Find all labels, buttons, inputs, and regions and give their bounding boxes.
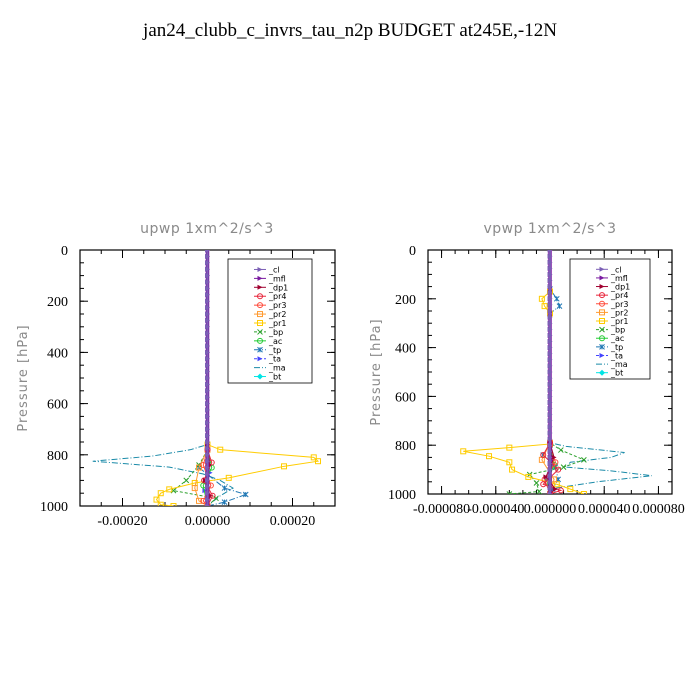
legend-label: _pr3 [610,300,628,309]
y-tick-label: 600 [47,398,68,413]
y-axis-label: Pressure [hPa] [16,324,31,431]
legend-label: _ma [268,364,286,373]
x-tick-label: 0.000040 [578,502,631,517]
x-tick-label: 0.00020 [270,514,316,529]
legend-label: _cl [268,265,280,274]
plot-area [92,250,321,506]
y-tick-label: 800 [47,449,68,464]
panel-upwp: upwp 1xm^2/s^3 Pressure [hPa] 0 200 400 600 80… [16,221,336,529]
legend-box [227,258,313,384]
plot-area [460,250,652,494]
series-line-ma [549,250,652,494]
legend-label: _ac [610,334,624,343]
legend-label: _pr1 [610,317,628,326]
series-markers-cl [205,250,210,506]
legend-label: _ma [610,360,628,369]
series-markers-cl [547,250,553,494]
y-tick-label: 200 [47,295,68,310]
panel-title: vpwp 1xm^2/s^3 [483,221,616,237]
y-axis-label: Pressure [hPa] [369,318,384,425]
legend: _cl_mfl_dp1_pr4_pr3_pr2_pr1_bp_ac_tp_ta_… [569,258,651,380]
series-line-pr1 [463,250,585,494]
x-tick-label: -0.00020 [97,514,147,529]
y-tick-label: 0 [409,244,416,259]
legend-label: _tp [268,346,281,355]
legend-box [569,258,651,380]
y-tick-label: 400 [395,342,416,357]
y-tick-label: 0 [61,244,68,259]
y-tick-label: 600 [395,390,416,405]
legend-label: _ta [268,355,281,364]
panel-title: upwp 1xm^2/s^3 [140,221,274,237]
x-tick-label: -0.000080 [413,502,470,517]
y-tick-label: 200 [395,293,416,308]
x-tick-label: 0.000080 [632,502,685,517]
x-tick-label: 0.00000 [185,514,231,529]
legend-label: _pr4 [268,292,286,301]
y-tick-label: 1000 [40,500,68,515]
legend-label: _pr4 [610,291,628,300]
y-tick-label: 400 [47,346,68,361]
panel-vpwp: vpwp 1xm^2/s^3 Pressure [hPa] 0 200 400 600 80… [369,221,685,517]
x-tick-label: 0.000000 [524,502,577,517]
legend-label: _pr1 [268,319,286,328]
legend-label: _cl [610,265,622,274]
series-line-ma [92,250,234,506]
legend-label: _pr3 [268,301,286,310]
legend-label: _ac [268,337,282,346]
legend-label: _tp [610,343,623,352]
legend-label: _mfl [610,274,628,283]
legend-label: _bt [610,369,623,378]
legend: _cl_mfl_dp1_pr4_pr3_pr2_pr1_bp_ac_tp_ta_… [227,258,313,384]
legend-label: _dp1 [610,283,630,292]
y-tick-label: 1000 [388,488,416,503]
figure-title: jan24_clubb_c_invrs_tau_n2p BUDGET at245… [143,20,557,41]
legend-label: _pr2 [610,308,628,317]
legend-label: _dp1 [268,283,288,292]
legend-label: _bp [268,328,283,337]
x-tick-label: -0.000040 [467,502,524,517]
legend-label: _bp [610,326,625,335]
legend-label: _ta [610,351,623,360]
series-markers-pr1 [460,288,587,494]
y-tick-label: 800 [395,439,416,454]
series-line-pr1 [155,250,320,506]
legend-label: _mfl [268,274,286,283]
legend-label: _bt [268,373,281,382]
legend-label: _pr2 [268,310,286,319]
